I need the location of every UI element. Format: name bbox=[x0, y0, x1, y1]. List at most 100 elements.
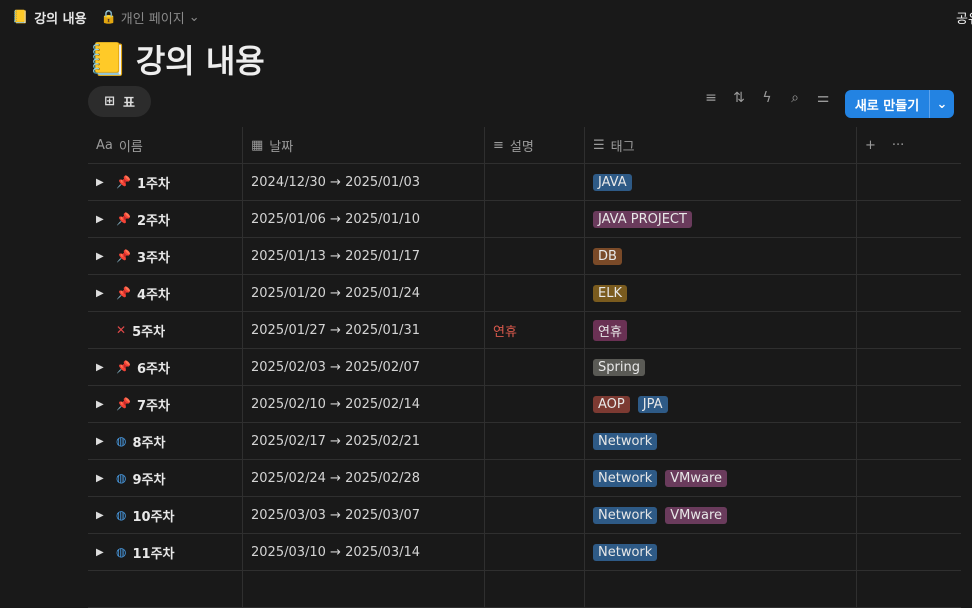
table-row[interactable]: ▶ ◍ 10주차 2025/03/03 → 2025/03/07 Network VM… bbox=[88, 497, 961, 534]
table-row[interactable]: ▶ 📌 2주차 2025/01/06 → 2025/01/10 JAVA PROJE… bbox=[88, 201, 961, 238]
name-cell[interactable]: ▶ ◍ 8주차 bbox=[88, 423, 243, 459]
date-cell[interactable]: 2025/02/17 → 2025/02/21 bbox=[243, 423, 485, 459]
desc-cell[interactable]: 연휴 bbox=[485, 312, 585, 348]
tags-cell[interactable]: DB bbox=[585, 238, 857, 274]
more-icon[interactable]: ··· bbox=[891, 137, 905, 153]
desc-cell[interactable] bbox=[485, 238, 585, 274]
date-cell[interactable]: 2025/03/10 → 2025/03/14 bbox=[243, 534, 485, 570]
search-icon[interactable]: ⌕ bbox=[791, 90, 799, 106]
globe-icon: ◍ bbox=[116, 508, 127, 522]
date-cell[interactable]: 2025/01/06 → 2025/01/10 bbox=[243, 201, 485, 237]
expand-toggle-icon[interactable]: ▶ bbox=[96, 546, 104, 558]
name-cell[interactable]: ▶ 📌 6주차 bbox=[88, 349, 243, 385]
page-title-text[interactable]: 강의 내용 bbox=[135, 42, 265, 80]
tab-table-view[interactable]: ⊞ 표 bbox=[88, 86, 151, 117]
header-tags[interactable]: ☰ 태그 bbox=[585, 127, 857, 163]
filter-icon[interactable]: ≡ bbox=[705, 90, 717, 106]
date-cell[interactable]: 2025/01/13 → 2025/01/17 bbox=[243, 238, 485, 274]
privacy-menu[interactable]: 🔒 개인 페이지 ⌄ bbox=[101, 8, 200, 27]
name-cell[interactable]: ▶ 📌 7주차 bbox=[88, 386, 243, 422]
share-button[interactable]: 공유 bbox=[956, 12, 972, 27]
new-button-main[interactable]: 새로 만들기 bbox=[845, 90, 930, 118]
tags-cell[interactable]: Network VMware bbox=[585, 497, 857, 533]
date-cell[interactable]: 2025/03/03 → 2025/03/07 bbox=[243, 497, 485, 533]
desc-cell[interactable] bbox=[485, 386, 585, 422]
settings-icon[interactable]: ⚌ bbox=[816, 90, 830, 106]
tag: VMware bbox=[665, 469, 728, 487]
row-name: 2주차 bbox=[136, 213, 170, 229]
table-row[interactable]: ▶ 📌 4주차 2025/01/20 → 2025/01/24 ELK bbox=[88, 275, 961, 312]
breadcrumb-page[interactable]: 강의 내용 bbox=[34, 11, 87, 27]
desc-cell[interactable] bbox=[485, 349, 585, 385]
automation-icon[interactable]: ϟ bbox=[762, 90, 772, 106]
expand-toggle-icon[interactable]: ▶ bbox=[96, 250, 104, 262]
date-cell[interactable]: 2025/02/24 → 2025/02/28 bbox=[243, 460, 485, 496]
globe-icon: ◍ bbox=[116, 471, 127, 485]
expand-toggle-icon[interactable]: ▶ bbox=[96, 398, 104, 410]
desc-cell[interactable] bbox=[485, 497, 585, 533]
notebook-icon: 📒 bbox=[88, 40, 128, 78]
empty-cell bbox=[857, 534, 961, 570]
tag: AOP bbox=[593, 395, 630, 413]
row-name: 10주차 bbox=[132, 509, 175, 525]
table-row[interactable]: ▶ 📌 3주차 2025/01/13 → 2025/01/17 DB bbox=[88, 238, 961, 275]
table-row[interactable] bbox=[88, 571, 961, 608]
date-cell[interactable]: 2024/12/30 → 2025/01/03 bbox=[243, 164, 485, 200]
tags-cell[interactable]: 연휴 bbox=[585, 312, 857, 348]
tags-cell[interactable]: JAVA bbox=[585, 164, 857, 200]
name-cell[interactable]: ▶ 📌 1주차 bbox=[88, 164, 243, 200]
tags-cell[interactable]: Spring bbox=[585, 349, 857, 385]
name-cell[interactable]: ▶ ◍ 10주차 bbox=[88, 497, 243, 533]
expand-toggle-icon[interactable]: ▶ bbox=[96, 509, 104, 521]
tags-cell[interactable]: ELK bbox=[585, 275, 857, 311]
tags-cell[interactable]: Network VMware bbox=[585, 460, 857, 496]
row-name: 9주차 bbox=[132, 472, 166, 488]
table-header: Aa 이름 ▦ 날짜 ≡ 설명 ☰ 태그 + ··· bbox=[88, 127, 961, 164]
desc-cell[interactable] bbox=[485, 534, 585, 570]
name-cell[interactable]: ▶ 📌 3주차 bbox=[88, 238, 243, 274]
tags-cell[interactable]: Network bbox=[585, 423, 857, 459]
pin-icon: 📌 bbox=[116, 360, 131, 374]
table-row[interactable]: ▶ 📌 6주차 2025/02/03 → 2025/02/07 Spring bbox=[88, 349, 961, 386]
expand-toggle-icon[interactable]: ▶ bbox=[96, 176, 104, 188]
tags-cell[interactable]: JAVA PROJECT bbox=[585, 201, 857, 237]
sort-icon[interactable]: ⇅ bbox=[733, 90, 745, 106]
table-row[interactable]: ▶ ◍ 8주차 2025/02/17 → 2025/02/21 Network bbox=[88, 423, 961, 460]
chevron-down-icon: ⌄ bbox=[188, 9, 200, 25]
header-desc[interactable]: ≡ 설명 bbox=[485, 127, 585, 163]
expand-toggle-icon[interactable]: ▶ bbox=[96, 472, 104, 484]
desc-cell[interactable] bbox=[485, 423, 585, 459]
desc-cell[interactable] bbox=[485, 275, 585, 311]
date-cell[interactable]: 2025/02/10 → 2025/02/14 bbox=[243, 386, 485, 422]
desc-cell[interactable] bbox=[485, 164, 585, 200]
table-row[interactable]: ✕ 5주차 2025/01/27 → 2025/01/31 연휴 연휴 bbox=[88, 312, 961, 349]
date-cell[interactable]: 2025/01/27 → 2025/01/31 bbox=[243, 312, 485, 348]
tag: JAVA bbox=[593, 173, 632, 191]
date-cell[interactable]: 2025/02/03 → 2025/02/07 bbox=[243, 349, 485, 385]
tag: Network bbox=[593, 469, 658, 487]
name-cell[interactable]: ▶ ◍ 9주차 bbox=[88, 460, 243, 496]
tags-cell[interactable]: AOP JPA bbox=[585, 386, 857, 422]
name-cell[interactable]: ✕ 5주차 bbox=[88, 312, 243, 348]
table-row[interactable]: ▶ 📌 7주차 2025/02/10 → 2025/02/14 AOP JPA bbox=[88, 386, 961, 423]
name-cell[interactable]: ▶ ◍ 11주차 bbox=[88, 534, 243, 570]
expand-toggle-icon[interactable]: ▶ bbox=[96, 435, 104, 447]
header-name[interactable]: Aa 이름 bbox=[88, 127, 243, 163]
table-row[interactable]: ▶ ◍ 11주차 2025/03/10 → 2025/03/14 Network bbox=[88, 534, 961, 571]
desc-cell[interactable] bbox=[485, 201, 585, 237]
new-button: 새로 만들기 ⌄ bbox=[845, 90, 954, 118]
chevron-down-icon[interactable]: ⌄ bbox=[936, 96, 948, 112]
table-row[interactable]: ▶ 📌 1주차 2024/12/30 → 2025/01/03 JAVA bbox=[88, 164, 961, 201]
desc-cell[interactable] bbox=[485, 460, 585, 496]
table-row[interactable]: ▶ ◍ 9주차 2025/02/24 → 2025/02/28 Network VMw… bbox=[88, 460, 961, 497]
expand-toggle-icon[interactable]: ▶ bbox=[96, 213, 104, 225]
header-date[interactable]: ▦ 날짜 bbox=[243, 127, 485, 163]
add-column-icon[interactable]: + bbox=[865, 137, 876, 153]
pin-icon: 📌 bbox=[116, 249, 131, 263]
name-cell[interactable]: ▶ 📌 2주차 bbox=[88, 201, 243, 237]
expand-toggle-icon[interactable]: ▶ bbox=[96, 361, 104, 373]
date-cell[interactable]: 2025/01/20 → 2025/01/24 bbox=[243, 275, 485, 311]
name-cell[interactable]: ▶ 📌 4주차 bbox=[88, 275, 243, 311]
tags-cell[interactable]: Network bbox=[585, 534, 857, 570]
expand-toggle-icon[interactable]: ▶ bbox=[96, 287, 104, 299]
